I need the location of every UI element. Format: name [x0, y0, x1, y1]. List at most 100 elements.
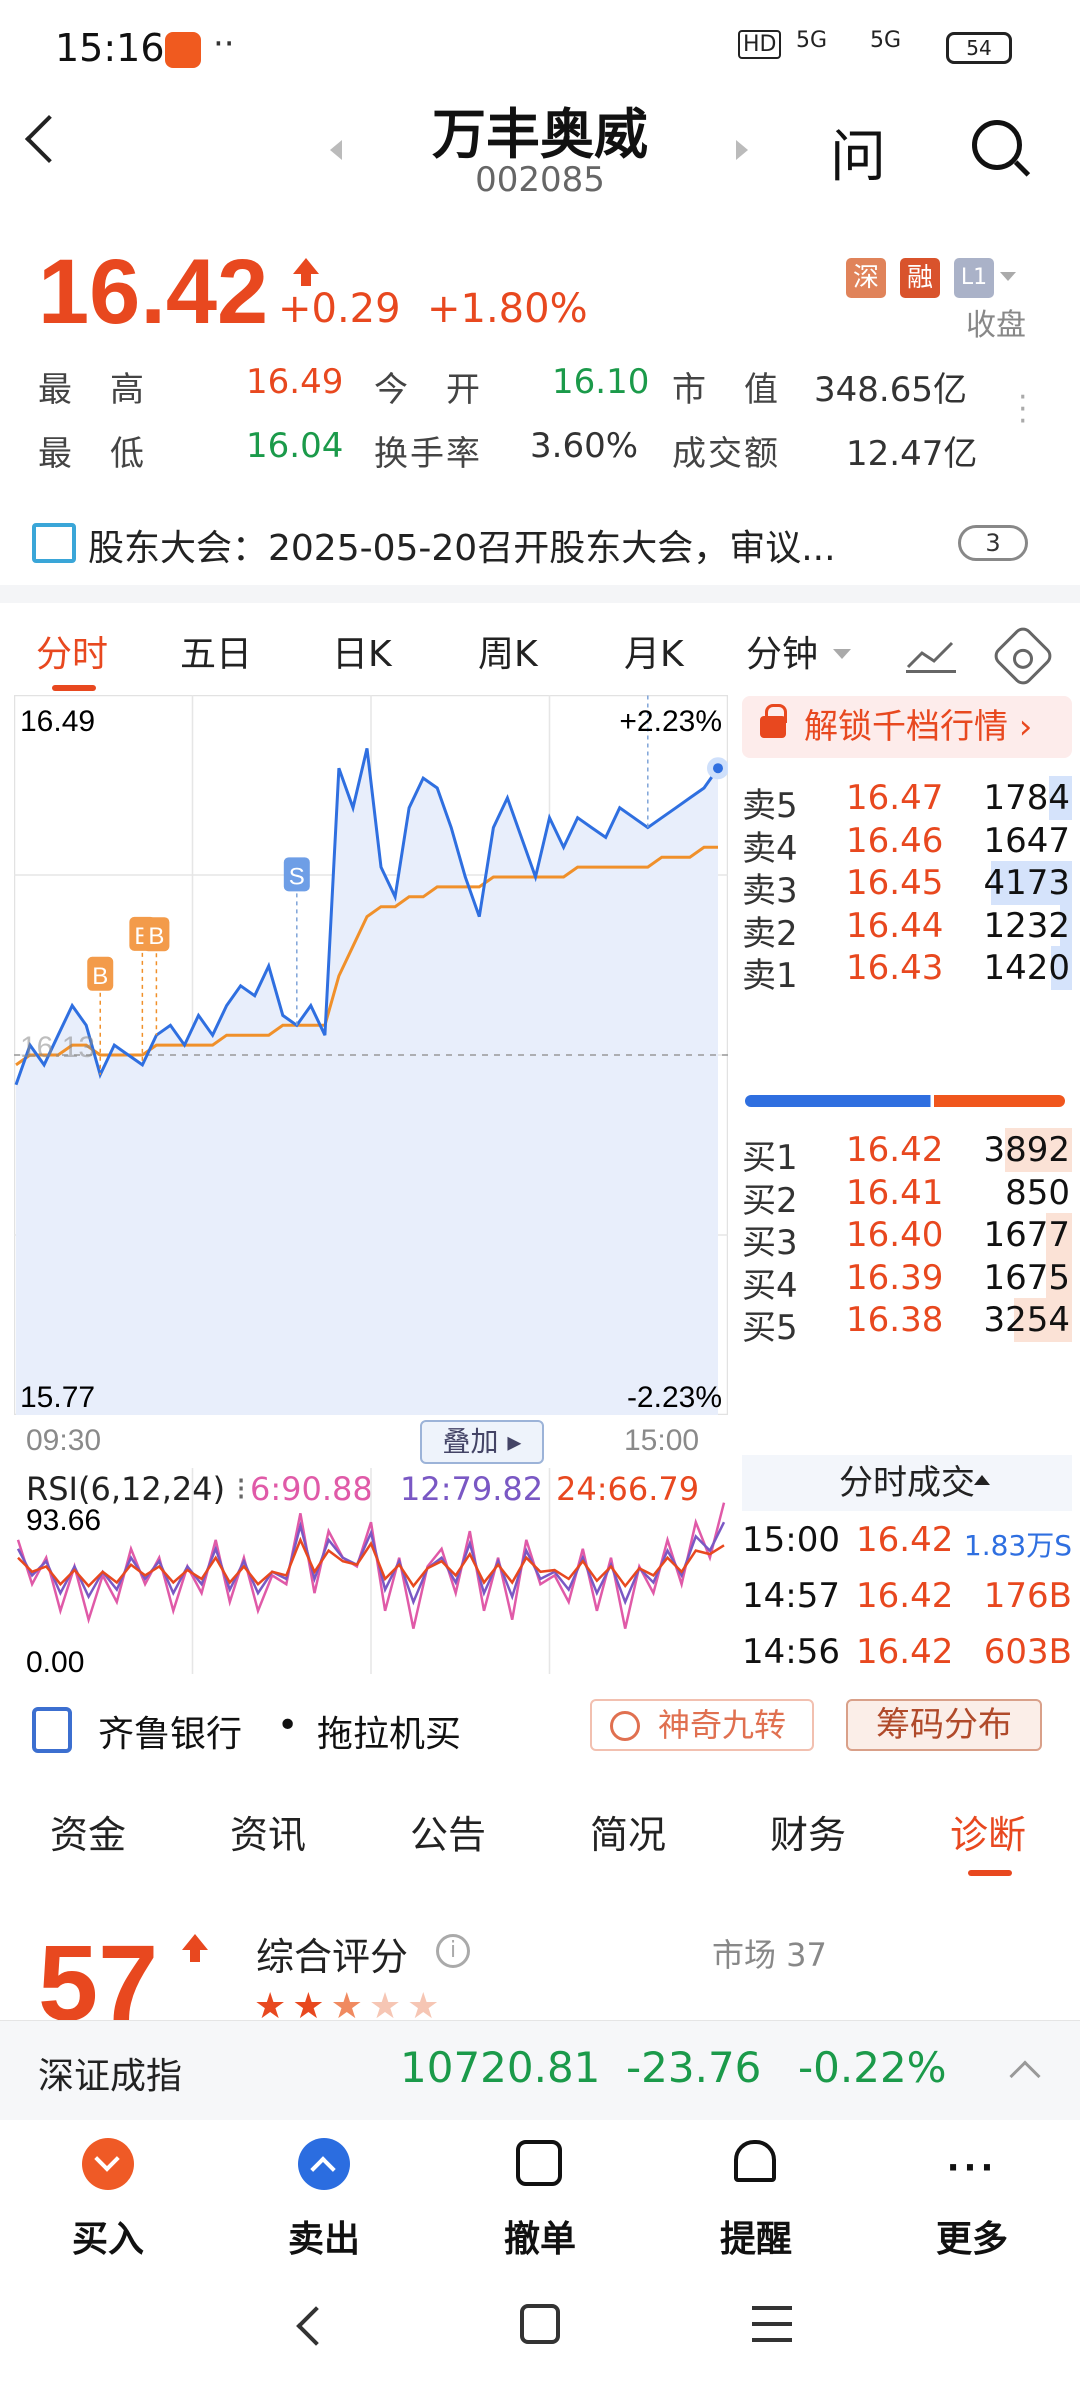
tab-weekly-k[interactable]: 周K: [478, 625, 538, 677]
tick-time: 15:00: [742, 1520, 840, 1560]
alert-label: 提醒: [686, 2210, 826, 2262]
pct-low-label: -2.23%: [627, 1381, 722, 1414]
y-high-label: 16.49: [20, 705, 95, 738]
magic-nine-button[interactable]: 神奇九转: [590, 1699, 814, 1751]
sell-icon: [298, 2138, 350, 2190]
status-more-dots: ··: [213, 24, 235, 64]
tick-price: 16.42: [856, 1632, 953, 1672]
concept-tag-2[interactable]: 拖拉机买: [317, 1705, 461, 1757]
sell-marker: S: [284, 857, 310, 1025]
badge-shenzhen: 深: [846, 258, 886, 298]
y-mid-label: 16.13: [20, 1031, 95, 1064]
chart-settings-icon[interactable]: [990, 623, 1055, 688]
stat-high: 最 高: [38, 362, 146, 411]
rating-star: ★: [292, 1986, 324, 2020]
magic-nine-label: 神奇九转: [658, 1706, 786, 1744]
rsi-chart[interactable]: 93.66 0.00: [14, 1468, 728, 1674]
tab-five-day[interactable]: 五日: [180, 625, 252, 677]
sell-level-row[interactable]: 卖1 16.43 1420: [742, 938, 1072, 998]
tick-volume: 176B: [984, 1576, 1072, 1616]
stat-marketcap: 市 值: [672, 362, 780, 411]
tick-price: 16.42: [856, 1576, 953, 1616]
tab-daily-k[interactable]: 日K: [332, 625, 392, 677]
bell-icon: [734, 2140, 776, 2182]
intraday-chart[interactable]: BBBSS 16.49 15.77 16.13 +2.23% -2.23%: [14, 695, 728, 1415]
back-icon[interactable]: [25, 115, 73, 163]
tick-volume: 1.83万S: [964, 1524, 1072, 1564]
tab-minute[interactable]: 分钟: [746, 625, 818, 677]
rating-stars: ★ ★ ★ ★ ★: [254, 1986, 445, 2020]
search-icon[interactable]: [972, 120, 1022, 170]
tab-diagnosis[interactable]: 诊断: [950, 1804, 1026, 1859]
buy-sell-ratio-bar: [745, 1095, 1065, 1107]
system-nav-bar: [0, 2260, 1080, 2400]
hd-icon: HD: [738, 30, 781, 59]
stat-open: 今 开: [374, 362, 482, 411]
score-up-arrow-stem: [190, 1948, 200, 1962]
market-status: 收盘: [966, 300, 1026, 344]
marker-label: B: [92, 963, 108, 990]
badge-level1[interactable]: L1: [954, 258, 994, 298]
last-price-dot: [710, 760, 726, 776]
minute-dropdown-icon[interactable]: [833, 649, 851, 659]
chip-distribution-button[interactable]: 筹码分布: [846, 1699, 1042, 1751]
tick-time: 14:56: [742, 1632, 840, 1672]
app-notification-icon: [165, 32, 201, 68]
index-change: -23.76: [626, 2043, 761, 2092]
document-icon: [32, 1707, 72, 1753]
info-icon[interactable]: i: [436, 1934, 470, 1968]
level-dropdown-icon[interactable]: [1000, 272, 1016, 281]
line-chart-icon[interactable]: [906, 639, 956, 673]
tab-monthly-k[interactable]: 月K: [624, 625, 684, 677]
announcement-text: 股东大会：2025-05-20召开股东大会，审议...: [88, 519, 836, 571]
tab-announcements[interactable]: 公告: [410, 1804, 486, 1859]
check-circle-icon: [610, 1711, 640, 1741]
stat-amount: 成交额: [672, 426, 780, 475]
unlock-depth-button[interactable]: 解锁千档行情 ›: [742, 696, 1072, 758]
rsi-low-label: 0.00: [26, 1646, 84, 1674]
stock-name: 万丰奥威: [340, 90, 740, 169]
tick-time: 14:57: [742, 1576, 840, 1616]
tab-intraday[interactable]: 分时: [36, 625, 108, 677]
stat-marketcap-value: 348.65亿: [814, 362, 967, 411]
nav-back-icon[interactable]: [296, 2306, 336, 2346]
x-start-label: 09:30: [26, 1424, 101, 1458]
more-stats-icon[interactable]: · · ·: [1018, 392, 1026, 428]
status-time: 15:16: [55, 26, 165, 70]
next-stock-icon[interactable]: [736, 140, 748, 160]
announcement-bar[interactable]: 股东大会：2025-05-20召开股东大会，审议... 3: [32, 515, 1052, 571]
tab-profile[interactable]: 简况: [590, 1804, 666, 1859]
info-tabs: 资金 资讯 公告 简况 财务 诊断: [0, 1790, 1080, 1880]
index-change-pct: -0.22%: [798, 2043, 947, 2092]
level-volume: 3254: [983, 1300, 1070, 1340]
overlay-button[interactable]: 叠加 ▸: [420, 1420, 544, 1464]
tab-funds[interactable]: 资金: [50, 1804, 126, 1859]
index-name: 深证成指: [38, 2047, 182, 2099]
sell-label: 卖出: [254, 2210, 394, 2262]
index-value: 10720.81: [400, 2043, 600, 2092]
stat-low-value: 16.04: [246, 426, 343, 466]
index-ticker-bar[interactable]: 深证成指 10720.81 -23.76 -0.22%: [0, 2020, 1080, 2120]
ask-button[interactable]: 问: [830, 112, 886, 193]
section-divider: [0, 585, 1080, 603]
buy-marker: B: [143, 917, 169, 1035]
marker-label: S: [289, 863, 305, 890]
price-change-pct: +1.80%: [427, 286, 588, 332]
chart-period-tabs: 分时 五日 日K 周K 月K 分钟: [0, 615, 1080, 695]
nav-menu-icon[interactable]: [752, 2306, 792, 2342]
buy-label: 买入: [38, 2210, 178, 2262]
more-dots-icon: ···: [942, 2148, 1002, 2188]
tab-financials[interactable]: 财务: [770, 1804, 846, 1859]
tab-news[interactable]: 资讯: [230, 1804, 306, 1859]
ticks-header[interactable]: 分时成交: [742, 1455, 1072, 1511]
concept-dot: •: [277, 1705, 298, 1746]
chevron-up-icon[interactable]: [1009, 2060, 1040, 2091]
buy-level-row[interactable]: 买5 16.38 3254: [742, 1290, 1072, 1350]
nav-home-icon[interactable]: [520, 2304, 560, 2344]
signal-icon-2: 5G: [870, 28, 901, 53]
stat-turnover-value: 3.60%: [530, 426, 638, 466]
rating-star: ★: [407, 1986, 439, 2020]
announcement-count[interactable]: 3: [958, 525, 1028, 561]
concept-tag-1[interactable]: 齐鲁银行: [98, 1705, 242, 1757]
current-price: 16.42: [38, 240, 268, 345]
